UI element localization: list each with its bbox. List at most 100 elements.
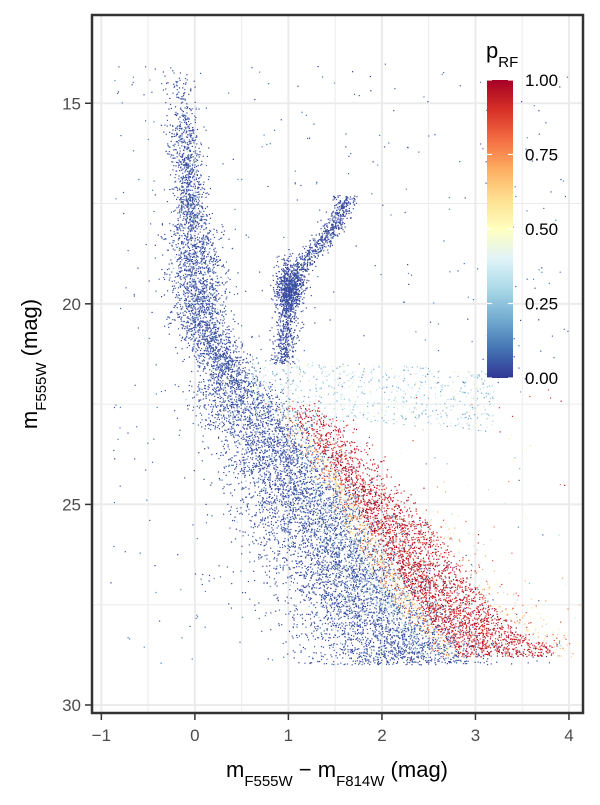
data-point xyxy=(365,637,366,638)
data-point xyxy=(225,314,226,315)
data-point xyxy=(289,550,290,551)
data-point xyxy=(382,581,383,582)
data-point xyxy=(282,558,283,559)
data-point xyxy=(282,495,283,496)
data-point xyxy=(219,389,220,390)
data-point xyxy=(204,288,205,289)
data-point xyxy=(193,320,194,321)
data-point xyxy=(418,558,419,559)
data-point xyxy=(197,260,198,261)
data-point xyxy=(335,591,336,592)
data-point xyxy=(329,581,330,582)
data-point xyxy=(384,146,385,147)
data-point xyxy=(201,426,202,427)
data-point xyxy=(265,439,266,440)
data-point xyxy=(196,179,197,180)
data-point xyxy=(278,407,279,408)
data-point xyxy=(356,606,357,607)
data-point xyxy=(282,458,283,459)
data-point xyxy=(326,591,327,592)
data-point xyxy=(490,629,491,630)
data-point xyxy=(273,336,274,337)
data-point xyxy=(334,569,335,570)
data-point xyxy=(393,615,394,616)
data-point xyxy=(268,442,269,443)
data-point xyxy=(289,567,290,568)
data-point xyxy=(350,649,351,650)
data-point xyxy=(189,214,190,215)
data-point xyxy=(323,605,324,606)
data-point xyxy=(269,382,270,383)
data-point xyxy=(402,541,403,542)
data-point xyxy=(346,561,347,562)
data-point xyxy=(350,199,351,200)
data-point xyxy=(184,140,185,141)
data-point xyxy=(271,401,272,402)
data-point xyxy=(219,478,220,479)
data-point xyxy=(352,575,353,576)
data-point xyxy=(274,303,275,304)
data-point xyxy=(181,128,182,129)
data-point xyxy=(523,651,524,652)
data-point xyxy=(175,210,176,211)
data-point xyxy=(294,265,295,266)
data-point xyxy=(263,421,264,422)
data-point xyxy=(223,472,224,473)
data-point xyxy=(278,425,279,426)
data-point xyxy=(411,664,412,665)
data-point xyxy=(234,380,235,381)
data-point xyxy=(194,81,195,82)
data-point xyxy=(214,322,215,323)
data-point xyxy=(308,269,309,270)
data-point xyxy=(311,633,312,634)
data-point xyxy=(321,519,322,520)
data-point xyxy=(179,160,180,161)
data-point xyxy=(198,171,199,172)
data-point xyxy=(280,460,281,461)
data-point xyxy=(253,571,254,572)
data-point xyxy=(199,242,200,243)
data-point xyxy=(465,197,466,198)
data-point xyxy=(280,350,281,351)
data-point xyxy=(276,296,277,297)
data-point xyxy=(270,438,271,439)
data-point xyxy=(381,634,382,635)
data-point xyxy=(382,594,383,595)
data-point xyxy=(262,523,263,524)
data-point xyxy=(331,553,332,554)
data-point xyxy=(201,197,202,198)
data-point xyxy=(193,159,194,160)
data-point xyxy=(287,337,288,338)
data-point xyxy=(338,209,339,210)
data-point xyxy=(206,373,207,374)
data-point xyxy=(236,425,237,426)
data-point xyxy=(336,442,337,443)
data-point xyxy=(219,565,220,566)
data-point xyxy=(293,272,294,273)
data-point xyxy=(200,318,201,319)
data-point xyxy=(320,583,321,584)
data-point xyxy=(204,448,205,449)
data-point xyxy=(297,471,298,472)
data-point xyxy=(397,630,398,631)
data-point xyxy=(330,514,331,515)
data-point xyxy=(316,234,317,235)
data-point xyxy=(258,486,259,487)
data-point xyxy=(336,600,337,601)
data-point xyxy=(379,633,380,634)
data-point xyxy=(306,439,307,440)
data-point xyxy=(279,480,280,481)
data-point xyxy=(275,464,276,465)
data-point xyxy=(185,205,186,206)
data-point xyxy=(302,523,303,524)
data-point xyxy=(304,258,305,259)
data-point xyxy=(378,527,379,528)
data-point xyxy=(215,329,216,330)
data-point xyxy=(402,644,403,645)
data-point xyxy=(364,596,365,597)
data-point xyxy=(482,605,483,606)
data-point xyxy=(174,158,175,159)
data-point xyxy=(308,597,309,598)
data-point xyxy=(349,208,350,209)
data-point xyxy=(189,141,190,142)
